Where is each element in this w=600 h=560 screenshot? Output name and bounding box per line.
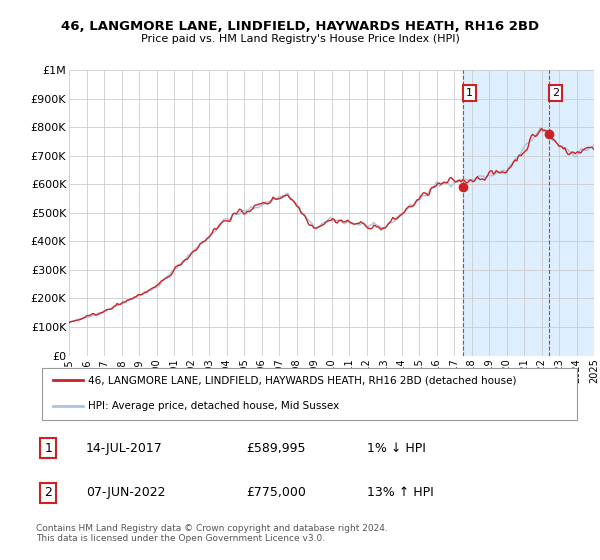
Text: 14-JUL-2017: 14-JUL-2017: [86, 442, 163, 455]
Text: 2: 2: [44, 487, 52, 500]
Text: £589,995: £589,995: [246, 442, 305, 455]
Text: 07-JUN-2022: 07-JUN-2022: [86, 487, 165, 500]
Text: 13% ↑ HPI: 13% ↑ HPI: [367, 487, 434, 500]
Text: 46, LANGMORE LANE, LINDFIELD, HAYWARDS HEATH, RH16 2BD (detached house): 46, LANGMORE LANE, LINDFIELD, HAYWARDS H…: [88, 375, 517, 385]
Text: 1% ↓ HPI: 1% ↓ HPI: [367, 442, 426, 455]
Text: HPI: Average price, detached house, Mid Sussex: HPI: Average price, detached house, Mid …: [88, 402, 340, 412]
Text: 2: 2: [552, 88, 559, 98]
Text: £775,000: £775,000: [246, 487, 305, 500]
Bar: [463, 70, 594, 356]
FancyBboxPatch shape: [41, 368, 577, 420]
Text: Contains HM Land Registry data © Crown copyright and database right 2024.
This d: Contains HM Land Registry data © Crown c…: [36, 524, 388, 543]
Text: 1: 1: [44, 442, 52, 455]
Text: 1: 1: [466, 88, 473, 98]
Text: Price paid vs. HM Land Registry's House Price Index (HPI): Price paid vs. HM Land Registry's House …: [140, 34, 460, 44]
Text: 46, LANGMORE LANE, LINDFIELD, HAYWARDS HEATH, RH16 2BD: 46, LANGMORE LANE, LINDFIELD, HAYWARDS H…: [61, 20, 539, 32]
